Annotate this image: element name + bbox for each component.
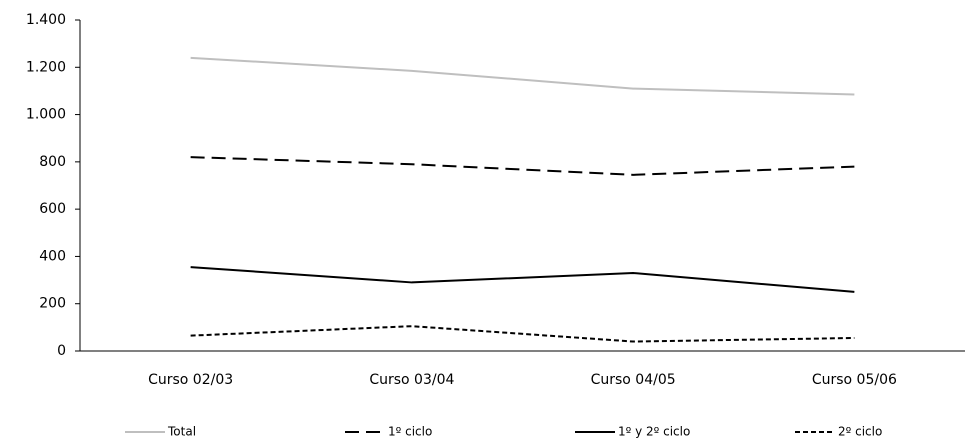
y-tick-label: 200 (39, 296, 66, 312)
y-tick-label: 1.400 (26, 12, 66, 28)
legend-label: 1º ciclo (388, 425, 432, 439)
x-tick-label: Curso 05/06 (812, 372, 897, 388)
x-tick-label: Curso 03/04 (369, 372, 454, 388)
series-line (190, 266, 855, 293)
x-tick-label: Curso 04/05 (591, 372, 676, 388)
y-tick-label: 1.000 (26, 107, 66, 123)
y-tick-label: 0 (57, 343, 66, 359)
y-tick-label: 1.200 (26, 59, 66, 75)
y-tick-label: 400 (39, 248, 66, 264)
legend-label: 2º ciclo (838, 425, 882, 439)
y-tick-label: 600 (39, 201, 66, 217)
series-line (190, 56, 855, 96)
series-line (190, 156, 855, 176)
legend-label: Total (167, 425, 196, 439)
x-tick-label: Curso 02/03 (148, 372, 233, 388)
y-tick-label: 800 (39, 154, 66, 170)
legend-label: 1º y 2º ciclo (618, 425, 690, 439)
series-line (190, 325, 855, 343)
